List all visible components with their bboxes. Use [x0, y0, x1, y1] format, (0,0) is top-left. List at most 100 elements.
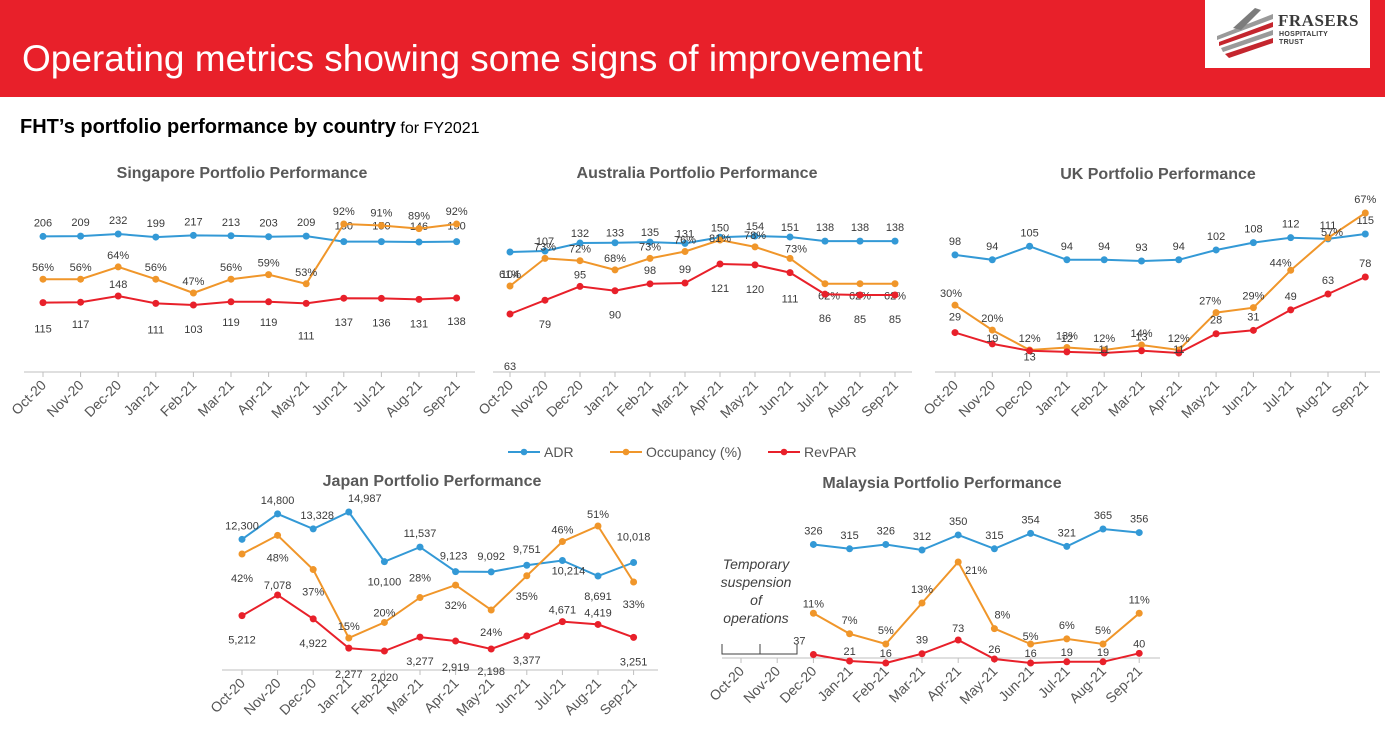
logo-name: FRASERS: [1278, 11, 1359, 30]
series-line-occupancy: [241, 524, 635, 640]
data-point-revpar: [821, 290, 829, 298]
data-point-adr: [1212, 246, 1220, 254]
data-point-revpar: [1138, 347, 1145, 355]
data-label-revpar: 4,671: [549, 605, 577, 617]
data-label-adr: 138: [851, 222, 869, 234]
x-tick-label: Jan-21: [120, 377, 162, 419]
annotation-text: suspension: [721, 574, 792, 590]
data-point-adr: [487, 568, 495, 576]
data-point-occupancy: [611, 266, 619, 274]
data-label-adr: 107: [536, 236, 554, 248]
data-point-revpar: [1324, 290, 1332, 298]
data-label-occupancy: 56%: [70, 262, 92, 274]
data-point-revpar: [1027, 659, 1035, 667]
data-point-adr: [415, 238, 423, 246]
data-label-occupancy: 89%: [408, 211, 430, 223]
data-point-occupancy: [954, 558, 962, 566]
data-label-occupancy: 81%: [709, 233, 731, 245]
data-label-revpar: 13: [1023, 352, 1035, 364]
data-label-revpar: 103: [184, 324, 202, 336]
data-label-adr: 94: [986, 241, 998, 253]
data-label-adr: 365: [1094, 510, 1112, 522]
data-point-revpar: [453, 294, 461, 302]
data-point-adr: [1135, 529, 1143, 537]
data-label-occupancy: 37%: [302, 587, 324, 599]
data-label-occupancy: 8%: [994, 610, 1010, 622]
data-point-adr: [1138, 257, 1145, 265]
data-point-adr: [274, 510, 282, 518]
data-point-revpar: [856, 291, 864, 299]
data-point-revpar: [630, 633, 638, 641]
data-label-revpar: 2,198: [477, 666, 505, 678]
data-point-occupancy: [882, 640, 890, 648]
data-point-adr: [951, 251, 959, 259]
data-point-revpar: [340, 294, 348, 302]
data-point-revpar: [1361, 273, 1369, 281]
data-label-revpar: 138: [447, 316, 465, 328]
series-revpar: 37 21 16 39 73 26 16 19 19 40: [793, 623, 1145, 667]
data-point-adr: [189, 231, 197, 239]
data-label-adr: 154: [746, 221, 764, 233]
data-label-revpar: 5,212: [228, 635, 256, 647]
annotation-bracket: [721, 644, 798, 655]
series-adr: 98 94 105 94 94 93 94 102 108 112 111 115: [949, 215, 1374, 265]
data-label-adr: 112: [1282, 219, 1300, 231]
logo-sub-line-2: TRUST: [1279, 39, 1304, 46]
data-point-adr: [340, 238, 348, 246]
data-point-adr: [309, 525, 317, 533]
data-point-adr: [558, 557, 566, 565]
data-label-occupancy: 61%: [499, 269, 521, 281]
legend: ADR Occupancy (%) RevPAR: [508, 444, 857, 460]
data-label-occupancy: 56%: [220, 262, 242, 274]
data-label-adr: 9,123: [440, 551, 468, 563]
data-label-adr: 206: [34, 217, 52, 229]
data-point-adr: [576, 239, 584, 247]
chart-title: Malaysia Portfolio Performance: [822, 475, 1061, 492]
data-label-revpar: 2,020: [371, 672, 399, 684]
data-label-revpar: 2,277: [335, 669, 363, 681]
x-tick-label: Jun-21: [1218, 377, 1260, 419]
data-point-revpar: [452, 637, 460, 645]
data-point-occupancy: [541, 254, 549, 262]
data-point-occupancy: [1027, 640, 1035, 648]
data-point-occupancy: [751, 243, 759, 251]
data-point-revpar: [576, 282, 584, 290]
data-point-occupancy: [1212, 309, 1220, 317]
data-label-revpar: 39: [916, 635, 928, 647]
chart-3: Japan Portfolio PerformanceOct-20Nov-20D…: [207, 473, 658, 719]
data-label-adr: 10,214: [552, 566, 586, 578]
data-label-adr: 326: [877, 525, 895, 537]
data-point-occupancy: [809, 609, 817, 617]
series-adr: 326 315 326 312 350 315 354 321 365 356: [804, 510, 1148, 554]
data-label-adr: 115: [1357, 215, 1375, 227]
series-revpar: 5,212 7,078 4,922 2,277 2,020 3,277 2,919 2,198…: [228, 580, 647, 684]
data-label-revpar: 120: [746, 284, 764, 296]
data-label-adr: 104: [501, 269, 519, 281]
data-label-occupancy: 30%: [940, 288, 962, 300]
data-label-adr: 326: [804, 525, 822, 537]
data-point-revpar: [1287, 306, 1295, 314]
data-point-adr: [1027, 529, 1035, 537]
annotation-text: operations: [723, 610, 788, 626]
data-point-revpar: [954, 636, 962, 644]
data-label-adr: 133: [606, 228, 624, 240]
data-label-adr: 98: [949, 236, 961, 248]
logo-sub-line-1: HOSPITALITY: [1279, 31, 1329, 38]
data-label-occupancy: 13%: [911, 584, 933, 596]
data-label-revpar: 29: [949, 312, 961, 324]
series-line-adr: [42, 232, 457, 244]
annotation-text: of: [750, 592, 764, 608]
data-point-adr: [751, 232, 759, 240]
series-revpar: 63 79 95 90 98 99 121 120 111 86 85 85: [504, 260, 901, 373]
section-title: FHT’s portfolio performance by country f…: [20, 116, 480, 139]
data-point-occupancy: [416, 594, 424, 602]
data-point-adr: [1361, 230, 1369, 238]
data-point-occupancy: [1287, 266, 1295, 274]
data-label-adr: 111: [1320, 220, 1337, 232]
data-point-adr: [506, 248, 514, 256]
data-label-revpar: 95: [574, 269, 586, 281]
data-label-adr: 151: [781, 222, 799, 234]
data-point-occupancy: [452, 581, 460, 589]
data-label-occupancy: 35%: [516, 591, 538, 603]
data-label-adr: 354: [1021, 514, 1039, 526]
